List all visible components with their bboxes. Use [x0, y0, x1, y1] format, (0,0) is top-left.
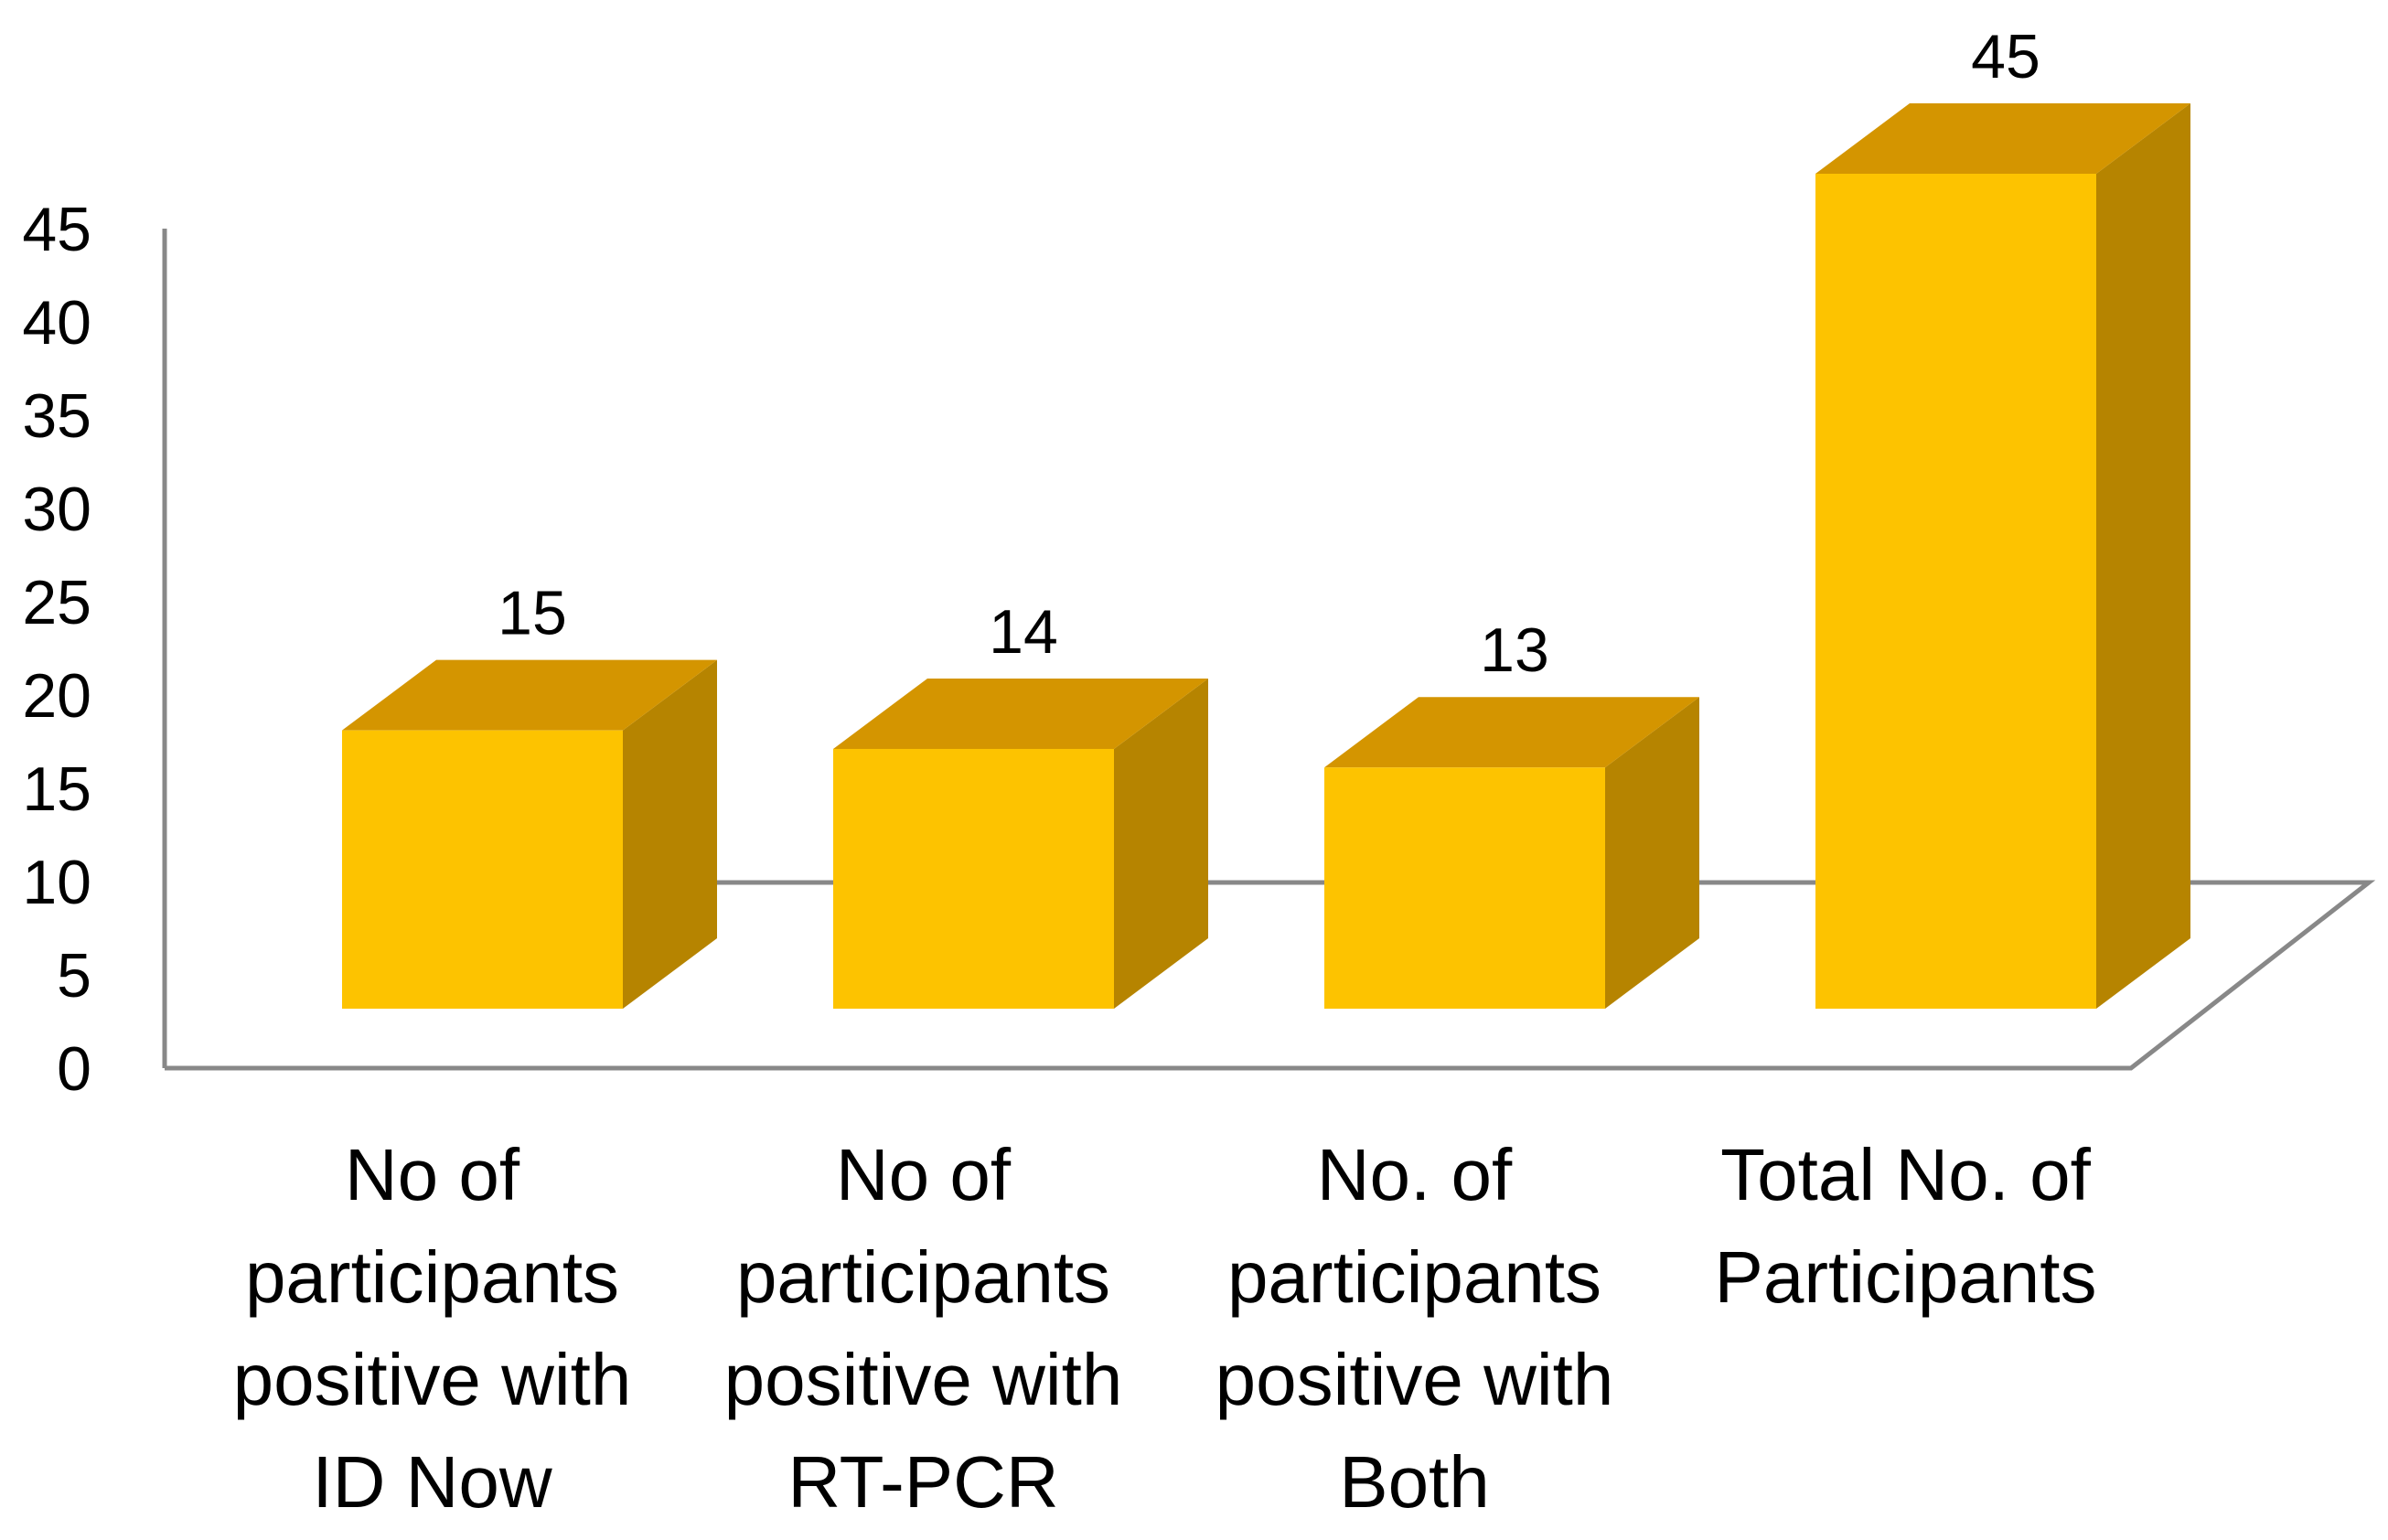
- bar-front: [1815, 174, 2096, 1009]
- category-label: Total No. of Participants: [1715, 1134, 2097, 1318]
- bar-top: [342, 659, 717, 731]
- category-label: No of participants positive with RT-PCR: [724, 1134, 1123, 1523]
- bar-side: [1114, 678, 1208, 1009]
- bar: [1324, 697, 1699, 1009]
- y-tick-label: 0: [57, 1034, 91, 1104]
- bar-side: [1605, 697, 1699, 1009]
- y-tick-label: 20: [22, 661, 91, 731]
- data-label: 14: [989, 597, 1058, 667]
- y-tick-label: 40: [22, 288, 91, 358]
- data-label: 15: [498, 579, 567, 648]
- data-label: 13: [1480, 615, 1549, 685]
- y-tick-label: 15: [22, 754, 91, 824]
- y-tick-label: 5: [57, 941, 91, 1011]
- bars: [342, 103, 2190, 1009]
- y-tick-label: 35: [22, 381, 91, 451]
- y-axis-ticks: 0 5 10 15 20 25 30 35 40 45: [22, 195, 91, 1104]
- bar: [833, 678, 1208, 1009]
- data-labels: 15 14 13 45: [498, 22, 2040, 685]
- y-tick-label: 10: [22, 848, 91, 917]
- category-label: No of participants positive with ID Now: [233, 1134, 632, 1523]
- data-label: 45: [1971, 22, 2040, 91]
- bar: [1815, 103, 2190, 1009]
- bar-front: [833, 748, 1114, 1009]
- bar-top: [833, 678, 1208, 749]
- y-tick-label: 30: [22, 475, 91, 544]
- bar-top: [1324, 697, 1699, 768]
- y-tick-label: 45: [22, 195, 91, 264]
- bar-side: [2096, 103, 2190, 1009]
- category-label: No. of participants positive with Both: [1215, 1134, 1614, 1523]
- bar-side: [623, 659, 717, 1009]
- bar-front: [342, 730, 623, 1009]
- bar: [342, 659, 717, 1009]
- bar-front: [1324, 767, 1605, 1009]
- y-tick-label: 25: [22, 568, 91, 637]
- bar-top: [1815, 103, 2190, 174]
